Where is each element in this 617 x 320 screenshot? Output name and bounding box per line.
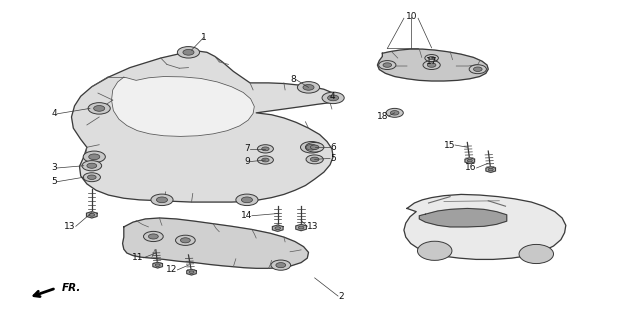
Circle shape xyxy=(297,82,320,93)
Text: 4: 4 xyxy=(52,109,57,118)
Text: 16: 16 xyxy=(465,164,476,172)
Circle shape xyxy=(276,263,286,268)
Text: 15: 15 xyxy=(444,140,455,149)
Circle shape xyxy=(94,106,105,111)
Circle shape xyxy=(271,260,291,270)
Circle shape xyxy=(144,231,164,242)
Circle shape xyxy=(175,235,195,245)
Polygon shape xyxy=(86,212,97,218)
Polygon shape xyxy=(272,225,283,231)
Circle shape xyxy=(488,168,493,171)
Polygon shape xyxy=(420,208,507,227)
Circle shape xyxy=(303,84,314,90)
Polygon shape xyxy=(404,195,566,260)
Circle shape xyxy=(189,271,194,274)
Text: 11: 11 xyxy=(132,253,144,262)
Polygon shape xyxy=(296,224,307,231)
Circle shape xyxy=(386,108,404,117)
Ellipse shape xyxy=(519,244,553,264)
Circle shape xyxy=(322,92,344,104)
Circle shape xyxy=(88,175,96,180)
Circle shape xyxy=(149,234,159,239)
Text: 18: 18 xyxy=(377,112,389,121)
Circle shape xyxy=(467,159,472,162)
Circle shape xyxy=(429,56,435,60)
Circle shape xyxy=(89,154,100,160)
Circle shape xyxy=(473,67,482,71)
Text: 7: 7 xyxy=(244,144,250,153)
Text: 8: 8 xyxy=(291,75,296,84)
Text: 9: 9 xyxy=(244,157,250,166)
Text: 17: 17 xyxy=(426,57,438,66)
Circle shape xyxy=(82,161,102,171)
Text: 10: 10 xyxy=(405,12,417,21)
Circle shape xyxy=(180,238,190,243)
Polygon shape xyxy=(378,49,488,81)
Circle shape xyxy=(257,156,273,164)
Circle shape xyxy=(379,60,396,69)
Text: 2: 2 xyxy=(338,292,344,300)
Ellipse shape xyxy=(418,241,452,260)
Text: 1: 1 xyxy=(201,33,207,42)
Text: 13: 13 xyxy=(307,222,319,231)
Circle shape xyxy=(88,103,110,114)
Text: 6: 6 xyxy=(330,143,336,152)
Circle shape xyxy=(83,151,106,163)
Circle shape xyxy=(310,145,319,149)
Polygon shape xyxy=(112,76,254,136)
Circle shape xyxy=(177,47,199,58)
Circle shape xyxy=(151,194,173,205)
Circle shape xyxy=(241,197,252,203)
Circle shape xyxy=(262,158,269,162)
Circle shape xyxy=(83,173,101,182)
Circle shape xyxy=(157,197,168,203)
Circle shape xyxy=(262,147,269,151)
Circle shape xyxy=(306,155,323,164)
Text: 5: 5 xyxy=(330,154,336,163)
Circle shape xyxy=(87,163,97,168)
Circle shape xyxy=(328,95,339,101)
Circle shape xyxy=(306,144,317,150)
Circle shape xyxy=(391,111,399,115)
Polygon shape xyxy=(187,269,196,275)
Circle shape xyxy=(299,226,304,229)
Circle shape xyxy=(300,141,323,153)
Polygon shape xyxy=(153,262,162,268)
Circle shape xyxy=(383,63,392,67)
Circle shape xyxy=(275,227,281,230)
Circle shape xyxy=(425,54,439,61)
Text: 5: 5 xyxy=(52,177,57,186)
Circle shape xyxy=(257,145,273,153)
Circle shape xyxy=(89,213,94,216)
Circle shape xyxy=(155,264,160,267)
Polygon shape xyxy=(72,51,338,202)
Polygon shape xyxy=(123,218,308,268)
Circle shape xyxy=(305,142,324,152)
Text: 3: 3 xyxy=(52,164,57,172)
Circle shape xyxy=(428,63,436,67)
Circle shape xyxy=(236,194,258,205)
Circle shape xyxy=(423,60,441,69)
Polygon shape xyxy=(486,167,495,172)
Text: FR.: FR. xyxy=(62,283,81,293)
Text: 13: 13 xyxy=(64,222,76,231)
Circle shape xyxy=(469,65,486,74)
Circle shape xyxy=(183,50,194,55)
Polygon shape xyxy=(465,158,474,164)
Text: 4: 4 xyxy=(330,92,336,101)
Text: 12: 12 xyxy=(166,265,177,275)
Text: 14: 14 xyxy=(241,211,252,220)
Circle shape xyxy=(310,157,319,162)
